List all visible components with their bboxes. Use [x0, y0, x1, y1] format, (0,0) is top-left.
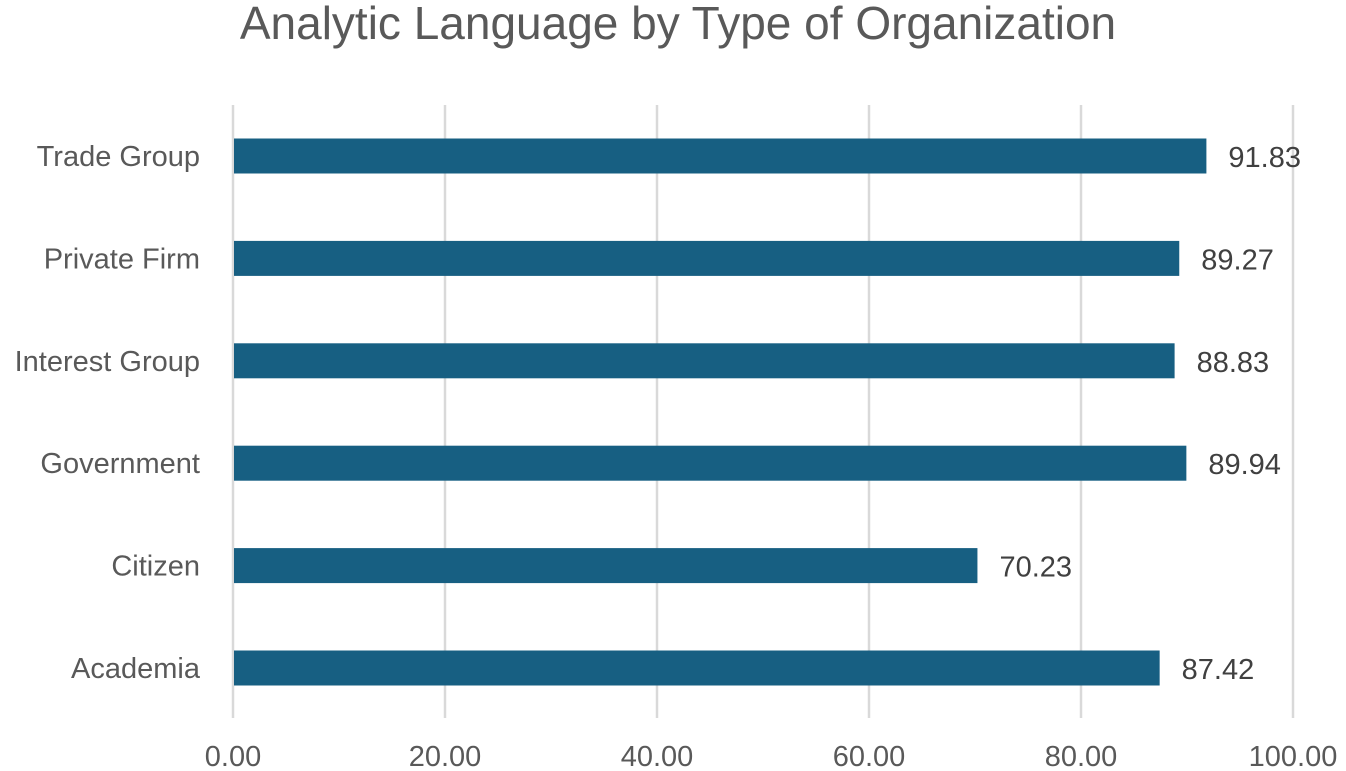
category-labels: Trade Group Private Firm Interest Group Gov…	[15, 141, 201, 685]
gridlines	[231, 105, 1295, 718]
data-label: 88.83	[1197, 347, 1270, 379]
category-label: Government	[40, 448, 200, 480]
category-label: Trade Group	[37, 141, 200, 173]
x-tick-label: 40.00	[621, 741, 694, 771]
category-label: Citizen	[111, 551, 200, 583]
x-axis-tick-labels: 0.00 20.00 40.00 60.00 80.00 100.00	[205, 741, 1338, 771]
bar-academia	[234, 650, 1160, 686]
data-label: 89.94	[1208, 449, 1281, 481]
category-label: Private Firm	[44, 243, 200, 275]
bar-private-firm	[234, 240, 1180, 276]
bar-citizen	[234, 548, 978, 584]
category-label: Interest Group	[15, 346, 200, 378]
bar-government	[234, 445, 1187, 481]
bar-trade-group	[234, 138, 1207, 174]
data-label: 87.42	[1182, 654, 1255, 686]
x-tick-label: 0.00	[205, 741, 261, 771]
x-tick-label: 100.00	[1249, 741, 1338, 771]
bars	[234, 138, 1207, 686]
category-label: Academia	[71, 653, 201, 685]
data-label: 91.83	[1228, 142, 1301, 174]
bar-interest-group	[234, 343, 1175, 379]
data-labels: 91.83 89.27 88.83 89.94 70.23 87.42	[999, 142, 1301, 686]
x-tick-label: 60.00	[833, 741, 906, 771]
data-label: 89.27	[1201, 244, 1274, 276]
data-label: 70.23	[999, 552, 1072, 584]
x-tick-label: 80.00	[1045, 741, 1118, 771]
chart-title: Analytic Language by Type of Organizatio…	[239, 0, 1117, 49]
x-tick-label: 20.00	[409, 741, 482, 771]
